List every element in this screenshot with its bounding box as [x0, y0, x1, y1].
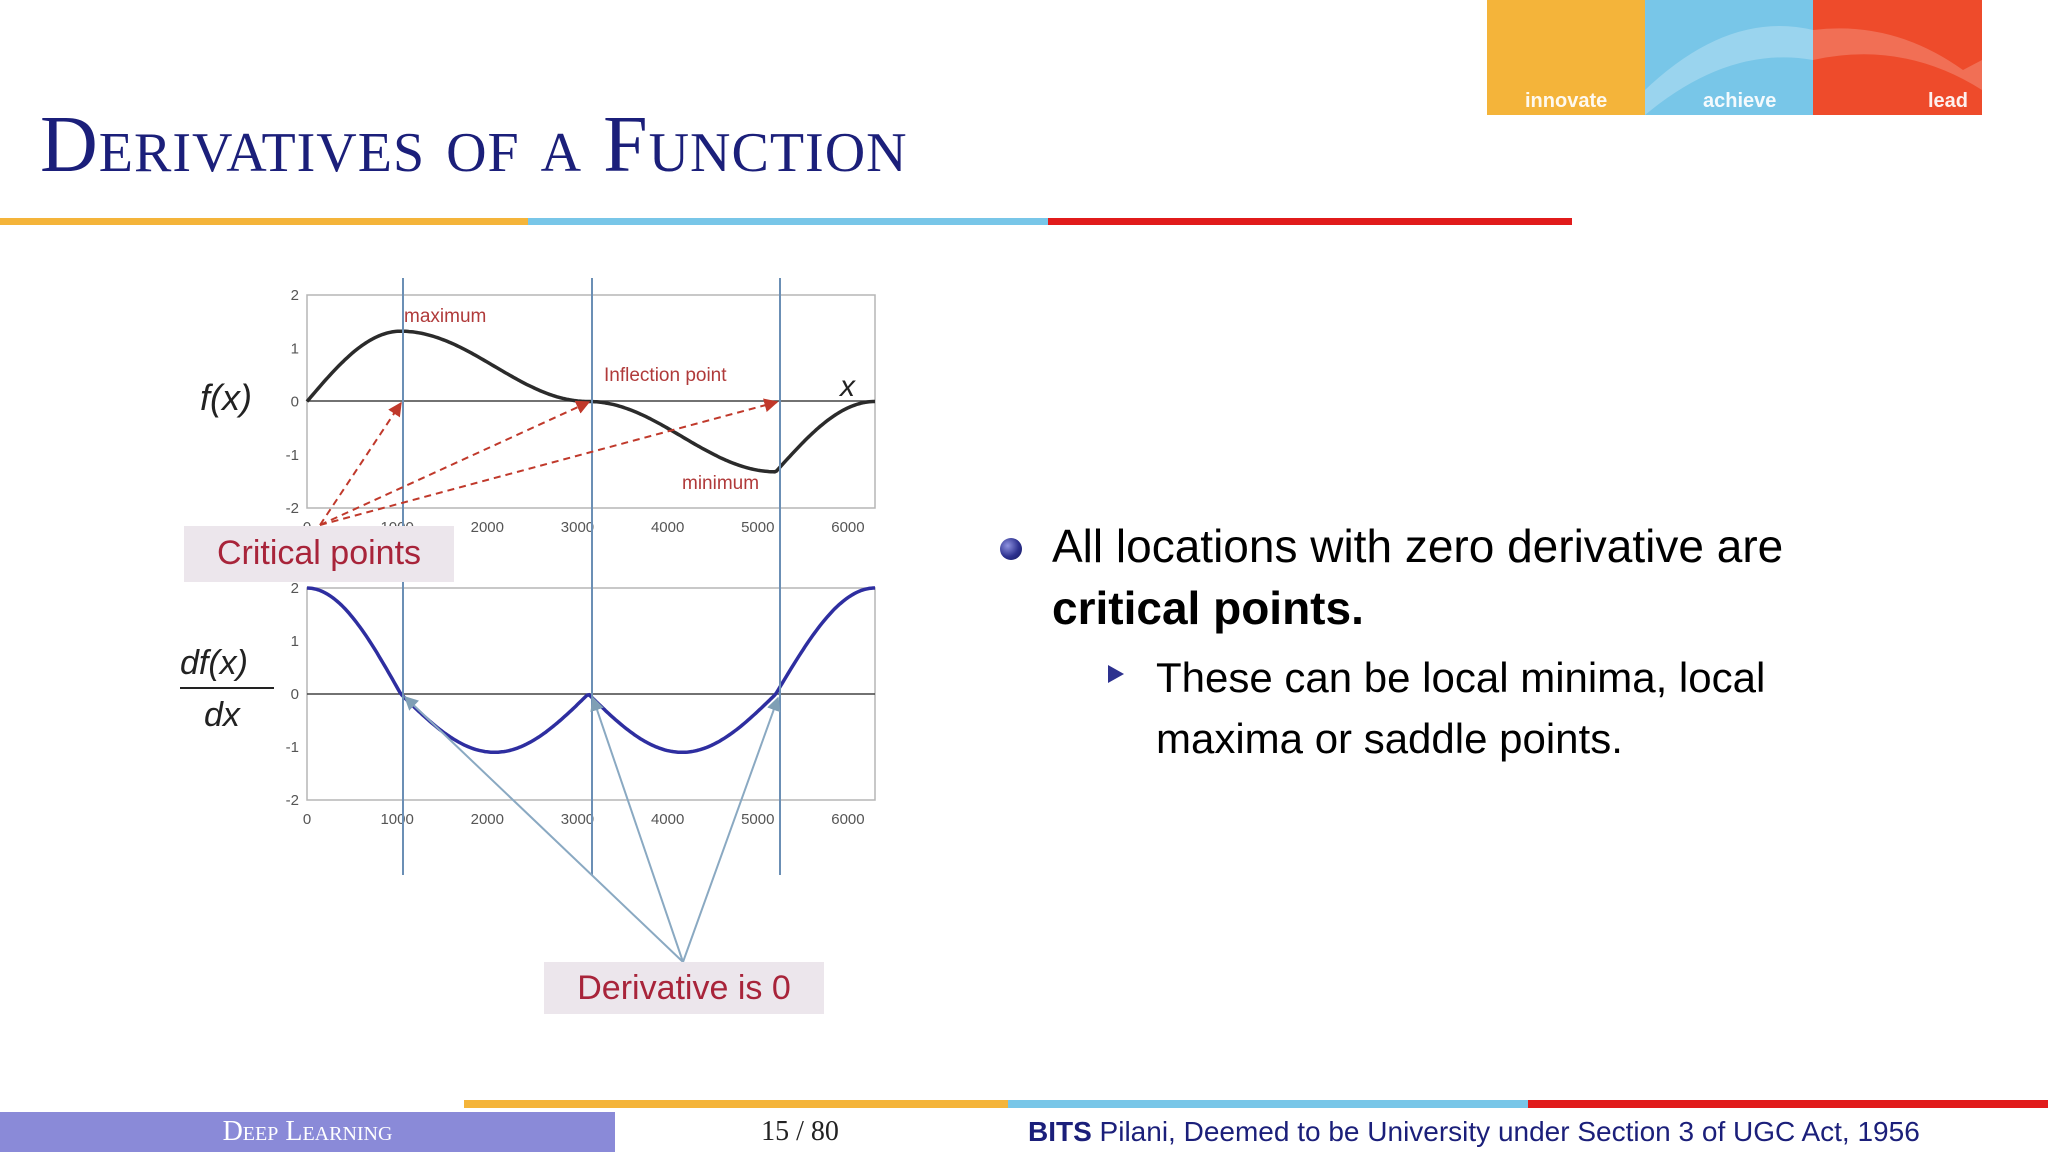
gear-icon [1645, 26, 1813, 115]
x-tick-label: 3000 [561, 519, 594, 536]
bullet-main-bold: critical points. [1052, 582, 1364, 634]
top-y-ticks: 2 1 0 -1 -2 [286, 287, 299, 517]
top-y-label: f(x) [200, 377, 252, 418]
bullet-triangle-icon [1108, 665, 1124, 683]
bottom-y-label-numerator: df(x) [180, 644, 248, 682]
university-logo: innovate achieve lead [1487, 0, 1982, 115]
derivative-plot: 2 1 0 -1 -2 0 1000 2000 3000 4000 5000 6000 2 1 0 -1 -… [180, 278, 876, 1014]
footer-institution-bold: BITS [1028, 1116, 1092, 1147]
bullet-sub-line2: maxima or saddle points. [1156, 715, 1623, 762]
x-tick-label: 3000 [561, 811, 594, 828]
gear-teeth-icon [1813, 28, 1982, 90]
footer-course: Deep Learning [0, 1112, 615, 1152]
zero-arrow-2 [590, 696, 684, 963]
x-tick-label: 6000 [831, 811, 864, 828]
x-tick-label: 5000 [741, 811, 774, 828]
logo-segment-achieve: achieve [1645, 0, 1813, 115]
bottom-y-label-denominator: dx [204, 696, 241, 734]
title-rule-orange [0, 218, 528, 225]
x-tick-label: 2000 [471, 519, 504, 536]
x-tick-label: 4000 [651, 519, 684, 536]
y-tick-label: 2 [291, 580, 299, 597]
footer-rule-red [1528, 1100, 2048, 1108]
y-tick-label: -2 [286, 500, 299, 517]
bullet-sub: These can be local minima, local maxima … [1000, 647, 1900, 769]
bottom-x-ticks: 0 1000 2000 3000 4000 5000 6000 [303, 811, 865, 828]
logo-segment-lead: lead [1813, 0, 1982, 115]
critical-points-label: Critical points [217, 534, 421, 572]
derivative-figure: 2 1 0 -1 -2 0 1000 2000 3000 4000 5000 6000 2 1 0 -1 -… [170, 270, 900, 1020]
footer-rule-orange [464, 1100, 1008, 1108]
footer: Deep Learning 15 / 80 BITS Pilani, Deeme… [0, 1112, 2048, 1152]
critical-arrow-3 [319, 398, 779, 526]
y-tick-label: 0 [291, 394, 299, 411]
logo-segment-innovate: innovate [1487, 0, 1645, 115]
x-tick-label: 6000 [831, 519, 864, 536]
y-tick-label: -1 [286, 447, 299, 464]
x-tick-label: 2000 [471, 811, 504, 828]
y-tick-label: 1 [291, 340, 299, 357]
y-tick-label: -2 [286, 792, 299, 809]
footer-institution: BITS Pilani, Deemed to be University und… [1028, 1112, 1920, 1152]
footer-rule-blue [1008, 1100, 1528, 1108]
derivative-zero-box [544, 962, 824, 1014]
x-axis-label: x [838, 370, 856, 403]
zero-arrow-1 [403, 696, 684, 963]
zero-arrows [403, 696, 781, 963]
critical-arrow-2 [319, 400, 591, 526]
critical-arrow-1 [319, 401, 402, 526]
bullet-sub-line1: These can be local minima, local [1156, 654, 1766, 701]
title-rule-blue [528, 218, 1048, 225]
y-tick-label: 2 [291, 287, 299, 304]
inflection-label: Inflection point [604, 365, 727, 386]
x-tick-label: 0 [303, 811, 311, 828]
critical-points-box [184, 526, 454, 582]
slide-title: Derivatives of a Function [40, 101, 908, 189]
x-tick-label: 5000 [741, 519, 774, 536]
y-tick-label: -1 [286, 739, 299, 756]
bullet-dot-icon [1000, 538, 1022, 560]
y-tick-label: 0 [291, 686, 299, 703]
zero-arrow-3 [682, 696, 781, 963]
minimum-label: minimum [682, 473, 759, 494]
bullet-main: All locations with zero derivative are c… [1000, 515, 1900, 639]
bottom-y-ticks: 2 1 0 -1 -2 [286, 580, 299, 809]
title-rule-red [1048, 218, 1572, 225]
maximum-label: maximum [404, 306, 486, 327]
footer-page-number: 15 / 80 [761, 1116, 839, 1147]
y-tick-label: 1 [291, 633, 299, 650]
footer-institution-rest: Pilani, Deemed to be University under Se… [1091, 1116, 1920, 1147]
critical-arrows [319, 398, 779, 526]
x-tick-label: 4000 [651, 811, 684, 828]
bullet-main-text: All locations with zero derivative are [1052, 520, 1784, 572]
bullet-list: All locations with zero derivative are c… [1000, 515, 1900, 769]
x-tick-label: 1000 [380, 811, 413, 828]
derivative-zero-label: Derivative is 0 [577, 969, 791, 1007]
